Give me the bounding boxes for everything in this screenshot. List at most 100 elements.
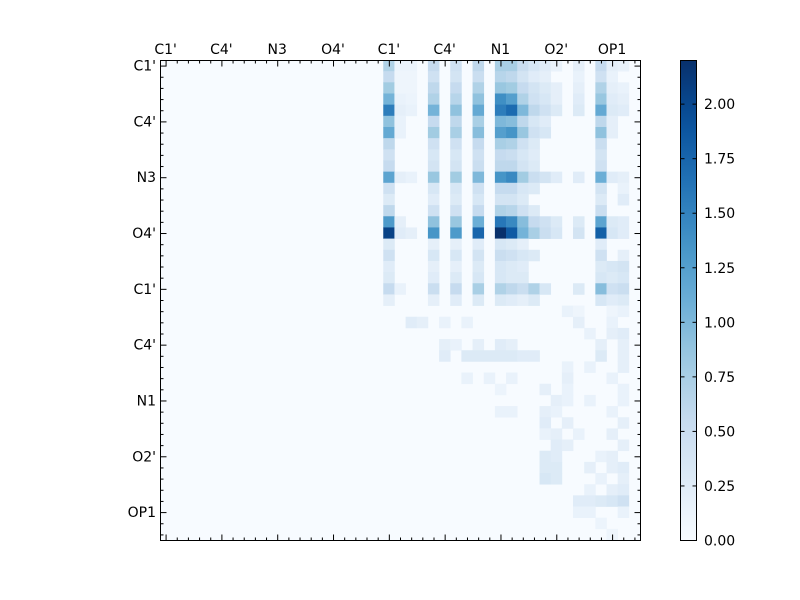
heatmap-cell [506, 350, 518, 362]
heatmap-cell [405, 171, 418, 184]
heatmap-cell [517, 272, 529, 284]
heatmap-cell [383, 216, 395, 228]
heatmap-cell [383, 138, 395, 150]
heatmap-cell [561, 394, 574, 407]
heatmap-cell [573, 93, 585, 105]
heatmap-cell [494, 350, 507, 362]
heatmap-cell [617, 193, 630, 206]
heatmap-cell [517, 238, 529, 251]
heatmap-cell [595, 60, 607, 72]
heatmap-cell [405, 316, 418, 329]
heatmap-cell [584, 327, 596, 340]
heatmap-cell [539, 406, 552, 418]
heatmap-cell [617, 394, 630, 407]
heatmap-cell [539, 82, 552, 94]
heatmap-cell [472, 182, 485, 195]
plot-ticks [160, 60, 641, 541]
heatmap-cell [606, 283, 619, 295]
heatmap-cell [606, 294, 619, 306]
heatmap-cell [606, 104, 619, 117]
heatmap-cell [606, 316, 619, 329]
heatmap-cell [595, 160, 607, 172]
heatmap-cell [483, 350, 496, 362]
heatmap-cell [427, 193, 440, 206]
heatmap-cell [539, 383, 552, 396]
heatmap-cell [472, 115, 485, 128]
heatmap-cell [584, 484, 596, 496]
heatmap-cell [528, 283, 540, 295]
heatmap-cell [539, 115, 552, 128]
heatmap-cell [595, 216, 607, 228]
heatmap-cell [606, 272, 619, 284]
heatmap-cell [617, 294, 630, 306]
heatmap-cell [383, 227, 395, 239]
colorbar-tick-label: 1.25 [704, 261, 735, 277]
left-tick-label: OP1 [128, 505, 156, 521]
heatmap-cell [573, 60, 585, 72]
colorbar-tick-label: 2.00 [704, 97, 735, 113]
heatmap-cell [450, 205, 462, 217]
heatmap-cell [394, 283, 406, 295]
heatmap-cell [517, 171, 529, 184]
heatmap-cell [394, 115, 406, 128]
heatmap-cell [528, 82, 540, 94]
heatmap-cell [383, 238, 395, 251]
heatmap-cell [617, 216, 630, 228]
heatmap-cell [461, 350, 473, 362]
heatmap-cell [383, 182, 395, 195]
heatmap-cell [394, 216, 406, 228]
heatmap-cell [539, 473, 552, 485]
heatmap-cell [539, 450, 552, 463]
heatmap-cell [595, 450, 607, 463]
heatmap-cell [617, 495, 630, 507]
heatmap-cell [472, 171, 485, 184]
heatmap-cell [573, 227, 585, 239]
heatmap-cell [595, 249, 607, 262]
heatmap-cell [427, 205, 440, 217]
heatmap-cell [439, 350, 451, 362]
heatmap-cell [550, 461, 563, 474]
heatmap-cell [383, 205, 395, 217]
heatmap-cell [617, 249, 630, 262]
heatmap-cell [383, 82, 395, 94]
heatmap-cell [427, 71, 440, 83]
heatmap-cell [595, 126, 607, 139]
heatmap-cell [472, 104, 485, 117]
heatmap-cell [383, 171, 395, 184]
heatmap-cell [595, 517, 607, 530]
heatmap-cell [506, 283, 518, 295]
heatmap-cell [617, 506, 630, 519]
heatmap-cell [427, 138, 440, 150]
heatmap-cell [472, 149, 485, 161]
heatmap-cell [506, 193, 518, 206]
heatmap-cell [494, 82, 507, 94]
heatmap-cell [595, 283, 607, 295]
heatmap-cell [617, 473, 630, 485]
heatmap-cell [606, 171, 619, 184]
heatmap-cell [427, 283, 440, 295]
heatmap-cell [539, 93, 552, 105]
heatmap-cell [517, 216, 529, 228]
heatmap-cell [606, 450, 619, 463]
heatmap-cell [383, 249, 395, 262]
heatmap-cell [528, 171, 540, 184]
heatmap-cell [606, 93, 619, 105]
top-tick-label: C4' [210, 42, 233, 58]
heatmap-cell [472, 138, 485, 150]
heatmap-cell [494, 171, 507, 184]
heatmap-cell [494, 104, 507, 117]
heatmap-cell [506, 249, 518, 262]
colorbar-tick-label: 1.50 [704, 206, 735, 222]
heatmap-cell [550, 439, 563, 452]
colorbar-tick-label: 0.75 [704, 370, 735, 386]
heatmap-cell [383, 283, 395, 295]
heatmap-cell [427, 238, 440, 251]
heatmap-cell [528, 138, 540, 150]
colorbar-tick-label: 0.00 [704, 534, 735, 550]
heatmap-cell [617, 439, 630, 452]
heatmap-cell [539, 283, 552, 295]
heatmap-cell [383, 160, 395, 172]
heatmap-cell [595, 138, 607, 150]
heatmap-cell [550, 216, 563, 228]
left-tick-label: O4' [132, 226, 156, 242]
